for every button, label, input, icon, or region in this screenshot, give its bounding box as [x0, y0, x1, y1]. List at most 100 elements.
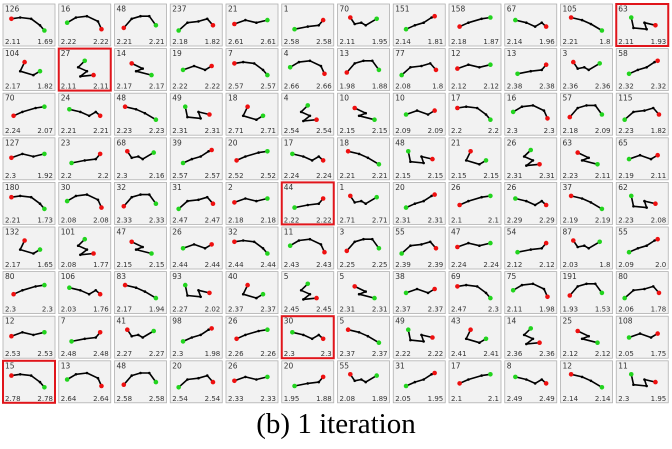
panel-left-value: 2.12: [563, 350, 579, 358]
panel-id-label: 40: [228, 272, 238, 281]
trajectory-endpoint: [122, 282, 128, 288]
trajectory-vertex: [649, 336, 653, 339]
panel-right-value: 2.16: [149, 172, 165, 180]
panel-id-label: 32: [228, 228, 238, 237]
panel-right-value: 2.22: [316, 216, 332, 224]
trajectory-panel: 23 2.2 2.2: [58, 137, 112, 181]
panel-id-label: 80: [618, 272, 628, 281]
panel-id-label: 30: [284, 317, 294, 326]
trajectory-endpoint: [455, 284, 460, 289]
panel-left-value: 2.14: [507, 38, 523, 46]
panel-left-value: 2.3: [284, 350, 295, 358]
trajectory-endpoint: [403, 383, 409, 389]
trajectory-vertex: [255, 21, 258, 25]
trajectory-endpoint: [125, 149, 130, 154]
trajectory-endpoint: [372, 295, 377, 301]
trajectory-panel: 5 2.31 2.31: [337, 271, 390, 315]
trajectory-endpoint: [265, 72, 270, 78]
trajectory-endpoint: [149, 251, 154, 256]
panel-right-value: 1.98: [539, 306, 555, 314]
panel-left-value: 2.45: [284, 306, 300, 314]
trajectory-endpoint: [626, 335, 632, 340]
trajectory-endpoint: [245, 282, 250, 288]
trajectory-path: [354, 107, 375, 121]
panel-frame: [225, 48, 279, 91]
trajectory-endpoint: [432, 370, 437, 376]
trajectory-path: [236, 328, 268, 340]
panel-frame: [58, 181, 112, 225]
panel-left-value: 2.24: [284, 172, 300, 180]
panel-left-value: 2.11: [618, 38, 634, 46]
panel-id-label: 37: [563, 183, 573, 192]
panel-id-label: 24: [61, 94, 71, 103]
panel-id-label: 58: [618, 49, 628, 58]
panel-id-label: 12: [5, 317, 15, 326]
trajectory-endpoint: [287, 243, 293, 248]
trajectory-panel: 8 2.49 2.49: [504, 360, 558, 404]
trajectory-endpoint: [655, 236, 660, 242]
trajectory-endpoint: [488, 15, 493, 20]
trajectory-endpoint: [515, 249, 520, 255]
trajectory-vertex: [357, 114, 361, 118]
trajectory-endpoint: [626, 71, 632, 77]
trajectory-vertex: [353, 22, 357, 26]
trajectory-panel: 70 2.24 2.07: [2, 92, 56, 136]
trajectory-panel: 44 2.22 2.22: [280, 181, 335, 226]
panel-left-value: 2.05: [618, 350, 634, 358]
panel-id-label: 55: [395, 228, 405, 237]
trajectory-panel: 13 2.38 2.38: [504, 48, 558, 91]
trajectory-vertex: [478, 163, 481, 166]
panel-right-value: 2.49: [539, 395, 555, 403]
trajectory-panel: 5 2.37 2.37: [337, 315, 390, 359]
panel-right-value: 2.36: [539, 350, 555, 358]
trajectory-vertex: [76, 66, 80, 69]
trajectory-endpoint: [151, 150, 156, 155]
panel-left-value: 2.19: [563, 216, 579, 224]
panel-left-value: 2.09: [618, 261, 634, 269]
trajectory-panel: 65 2.19 2.11: [615, 137, 669, 181]
trajectory-vertex: [38, 380, 42, 384]
trajectory-endpoint: [376, 340, 382, 346]
panel-frame: [58, 137, 112, 181]
panel-id-label: 4: [284, 94, 289, 103]
panel-right-value: 1.92: [37, 172, 53, 180]
trajectory-vertex: [190, 336, 194, 339]
trajectory-vertex: [464, 283, 468, 287]
trajectory-endpoint: [568, 15, 574, 20]
trajectory-endpoint: [348, 193, 353, 199]
panel-left-value: 2.15: [117, 261, 133, 269]
panel-id-label: 70: [5, 94, 15, 103]
trajectory-vertex: [130, 374, 133, 377]
panel-left-value: 2.21: [563, 38, 579, 46]
trajectory-endpoint: [305, 103, 311, 108]
panel-left-value: 2.3: [5, 306, 16, 314]
panel-right-value: 2.37: [428, 306, 444, 314]
panel-frame: [448, 137, 502, 181]
trajectory-vertex: [143, 290, 147, 293]
trajectory-vertex: [529, 69, 533, 73]
trajectory-vertex: [203, 247, 207, 250]
trajectory-endpoint: [320, 374, 326, 380]
panel-frame: [504, 271, 558, 315]
panel-id-label: 13: [507, 49, 517, 58]
panel-frame: [58, 3, 112, 47]
trajectory-vertex: [531, 337, 535, 341]
trajectory-vertex: [413, 202, 417, 205]
panel-left-value: 2.18: [172, 38, 188, 46]
trajectory-vertex: [475, 285, 479, 288]
trajectory-vertex: [366, 156, 370, 160]
trajectory-vertex: [587, 247, 590, 250]
trajectory-panel: 101 2.08 1.77: [58, 226, 112, 270]
trajectory-endpoint: [433, 67, 439, 73]
trajectory-path: [13, 105, 45, 117]
trajectory-vertex: [632, 110, 635, 114]
trajectory-panel: 58 2.32 2.32: [615, 48, 669, 91]
panel-frame: [337, 3, 390, 47]
highlighted-panel-frame: [615, 3, 670, 47]
trajectory-panel: 32 2.33 2.33: [114, 181, 167, 225]
trajectory-vertex: [197, 20, 200, 23]
trajectory-vertex: [310, 337, 314, 341]
panel-right-value: 2.09: [595, 127, 611, 135]
panel-left-value: 2.12: [507, 261, 523, 269]
trajectory-path: [234, 19, 268, 25]
